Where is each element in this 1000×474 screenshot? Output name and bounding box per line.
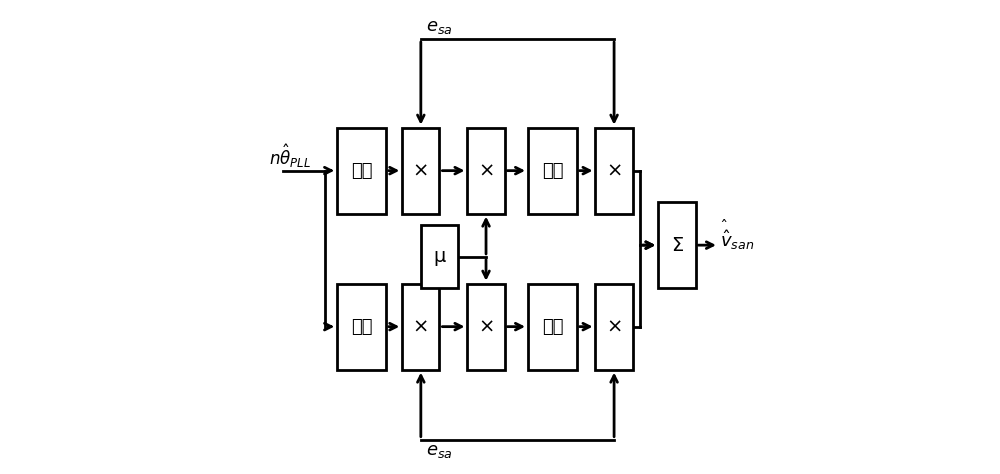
Text: $e_{sa}$: $e_{sa}$ (426, 442, 453, 460)
Text: $e_{sa}$: $e_{sa}$ (426, 18, 453, 36)
Bar (402, 128, 439, 214)
Text: 正弦: 正弦 (351, 162, 372, 180)
Text: ×: × (606, 317, 622, 336)
Text: ×: × (413, 317, 429, 336)
Text: ×: × (478, 317, 494, 336)
Bar (595, 283, 633, 370)
Bar (658, 202, 696, 288)
Bar (421, 225, 458, 288)
Text: $\hat{}$: $\hat{}$ (721, 212, 728, 227)
Bar (595, 128, 633, 214)
Text: ×: × (606, 161, 622, 180)
Text: 余弦: 余弦 (351, 318, 372, 336)
Bar (467, 283, 505, 370)
Bar (467, 128, 505, 214)
Text: $n\hat{\theta}_{PLL}$: $n\hat{\theta}_{PLL}$ (269, 143, 312, 171)
Text: ×: × (413, 161, 429, 180)
Text: ×: × (478, 161, 494, 180)
Text: μ: μ (433, 247, 446, 266)
Bar (337, 283, 386, 370)
Bar (528, 283, 577, 370)
Text: 积分: 积分 (542, 318, 563, 336)
Text: Σ: Σ (671, 236, 683, 255)
Bar (337, 128, 386, 214)
Text: $\hat{v}_{san}$: $\hat{v}_{san}$ (720, 228, 754, 252)
Text: 积分: 积分 (542, 162, 563, 180)
Bar (528, 128, 577, 214)
Bar (402, 283, 439, 370)
